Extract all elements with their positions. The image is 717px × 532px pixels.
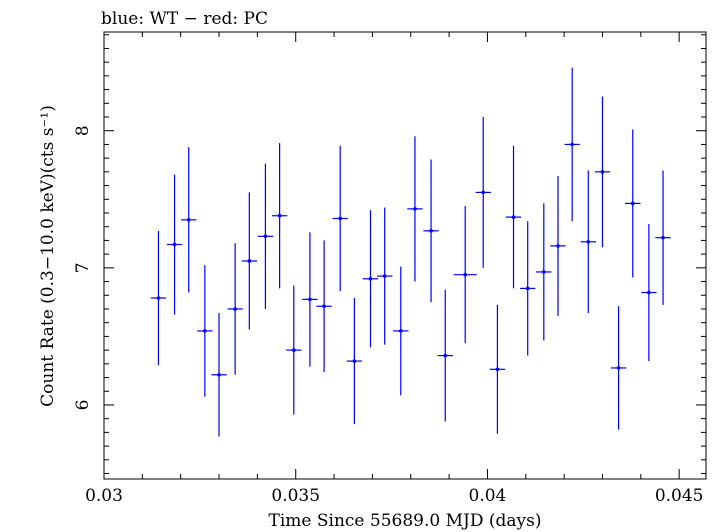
y-axis-label: Count Rate (0.3−10.0 keV)(cts s⁻¹) [38, 105, 58, 407]
point-marker [382, 274, 387, 278]
x-tick-label: 0.04 [469, 486, 507, 506]
point-marker [600, 170, 605, 174]
data-point [594, 96, 611, 248]
data-point [197, 265, 213, 397]
data-point [150, 230, 167, 366]
data-point [641, 223, 657, 362]
data-point [211, 313, 227, 437]
data-point [475, 117, 491, 268]
data-point [610, 306, 627, 430]
point-marker [172, 242, 177, 247]
point-marker [322, 304, 326, 309]
data-point [580, 170, 596, 314]
data-point [227, 243, 243, 375]
data-point [564, 67, 580, 222]
point-marker [556, 244, 560, 248]
point-marker [203, 329, 207, 333]
point-marker [263, 234, 268, 239]
y-tick-label: 8 [73, 125, 93, 136]
data-point [241, 192, 257, 330]
point-marker [277, 213, 282, 218]
data-point [437, 289, 453, 422]
data-point [505, 145, 522, 289]
point-marker [368, 277, 373, 281]
x-axis-ticks [103, 32, 680, 479]
point-marker [463, 272, 468, 277]
data-point [286, 285, 302, 415]
data-points [150, 67, 671, 437]
point-marker [647, 290, 651, 295]
x-tick-label: 0.035 [271, 486, 320, 506]
point-marker [413, 207, 417, 211]
point-marker [308, 297, 312, 302]
data-point [655, 170, 671, 305]
point-marker [352, 359, 357, 363]
y-tick-label: 7 [73, 262, 93, 273]
x-tick-label: 0.045 [655, 486, 704, 506]
data-point [489, 304, 506, 434]
point-marker [481, 190, 486, 195]
y-axis-tick-labels: 6 7 8 [73, 125, 93, 410]
point-marker [217, 372, 221, 377]
point-marker [616, 366, 621, 370]
point-marker [247, 259, 252, 263]
x-axis-tick-labels: 0.03 0.035 0.04 0.045 [85, 486, 703, 506]
point-marker [292, 348, 296, 352]
point-marker [542, 270, 546, 274]
point-marker [495, 367, 500, 372]
x-tick-label: 0.03 [85, 486, 123, 506]
point-marker [233, 307, 237, 311]
data-point [362, 210, 379, 348]
data-point [271, 143, 288, 289]
data-point [332, 145, 348, 292]
point-marker [156, 296, 161, 300]
data-point [316, 240, 332, 373]
point-marker [511, 215, 516, 219]
data-point [407, 136, 423, 282]
data-point [166, 174, 183, 315]
point-marker [570, 142, 574, 147]
data-point [302, 232, 318, 367]
point-marker [338, 216, 342, 221]
data-point [536, 203, 552, 341]
data-point [520, 221, 536, 356]
data-point [377, 207, 393, 345]
point-marker [630, 201, 635, 206]
point-marker [398, 329, 403, 333]
point-marker [586, 239, 591, 244]
y-axis-ticks [104, 34, 706, 475]
y-tick-label: 6 [73, 400, 93, 411]
plot-frame [103, 31, 707, 480]
data-point [550, 175, 566, 316]
point-marker [443, 353, 448, 358]
data-point [453, 206, 477, 344]
chart-title: blue: WT − red: PC [101, 9, 268, 29]
data-point [423, 159, 439, 303]
data-point [625, 129, 641, 278]
point-marker [525, 286, 530, 291]
data-point [346, 298, 363, 425]
data-point [257, 163, 274, 309]
point-marker [661, 235, 665, 240]
point-marker [429, 229, 433, 233]
point-marker [186, 218, 191, 222]
data-point [393, 266, 409, 396]
x-axis-label: Time Since 55689.0 MJD (days) [269, 511, 542, 531]
data-point [181, 147, 197, 293]
